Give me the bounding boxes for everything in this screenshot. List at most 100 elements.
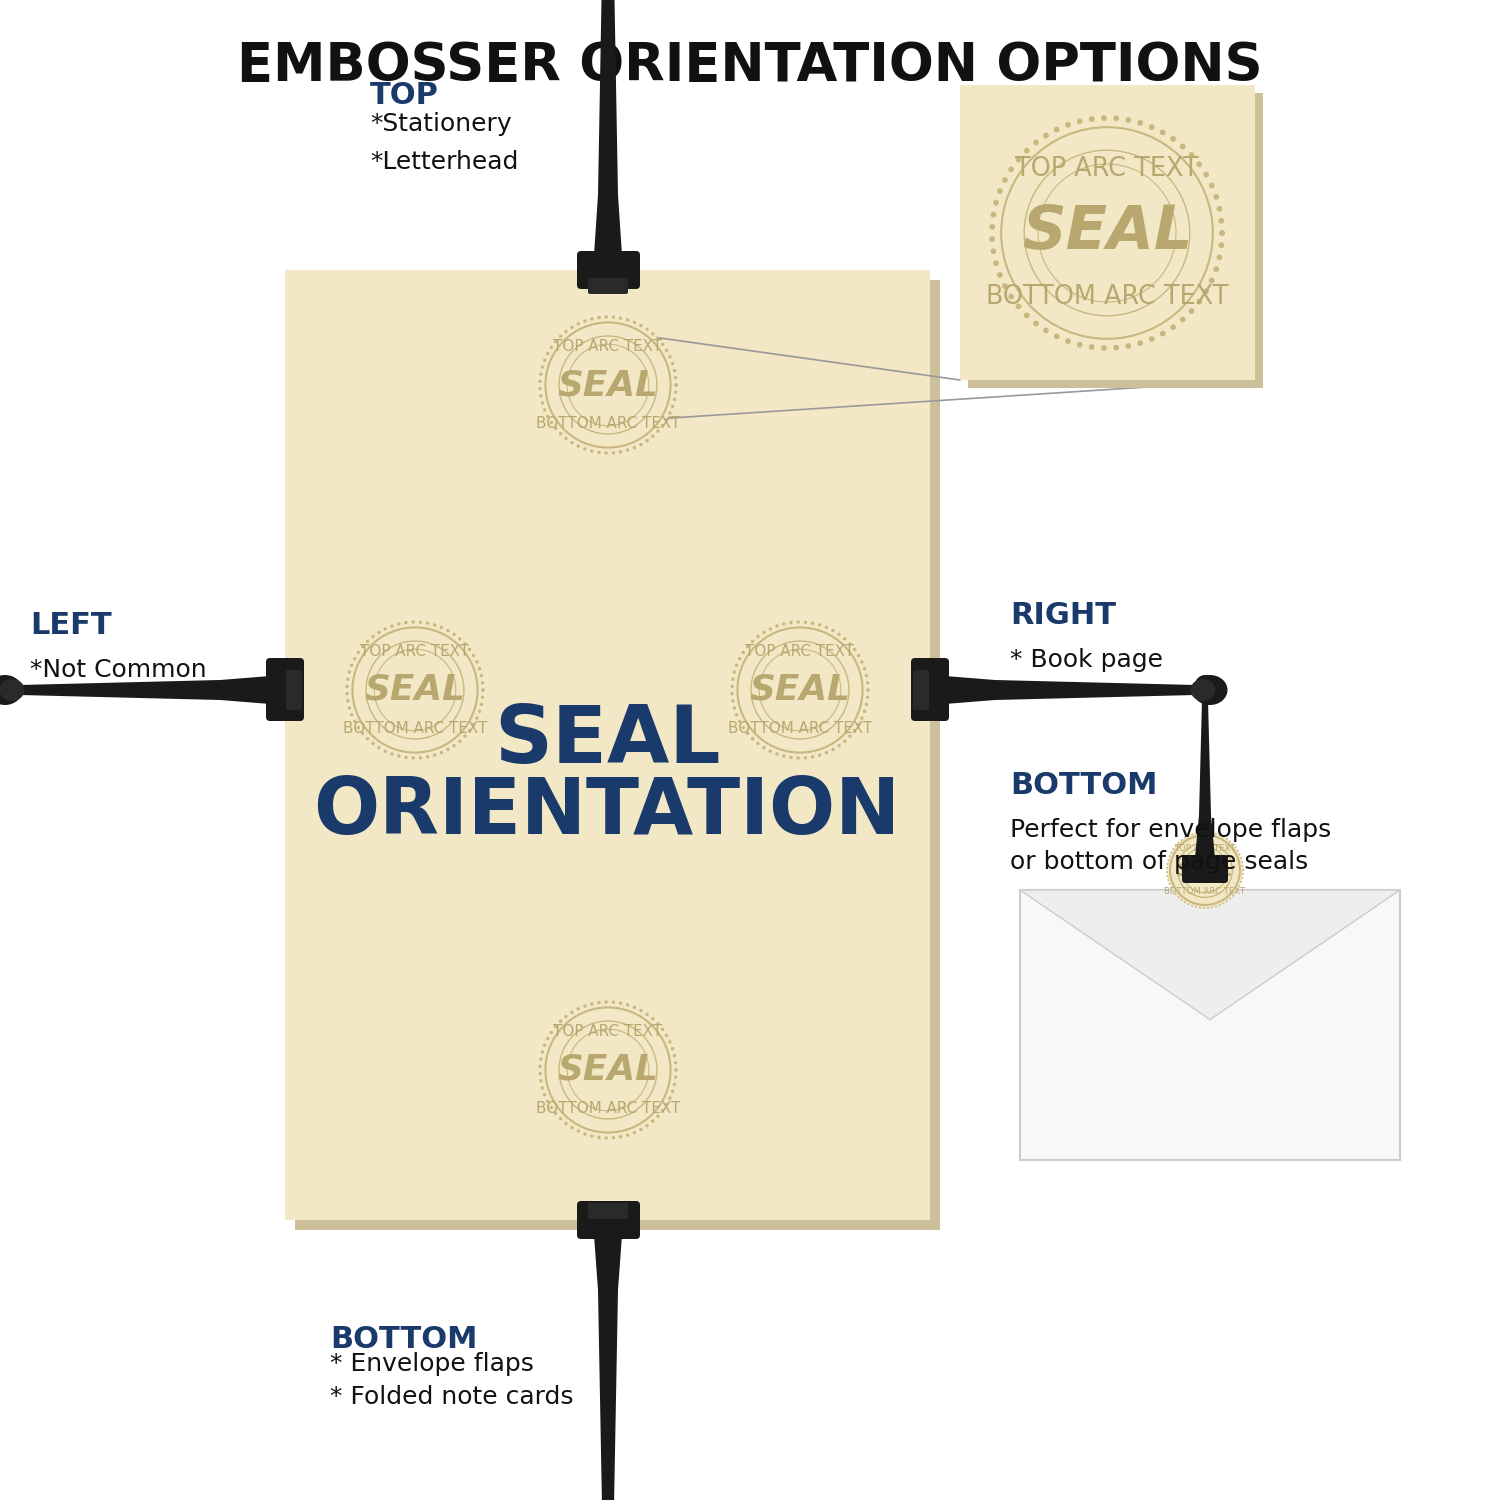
Circle shape: [1170, 324, 1176, 330]
Circle shape: [998, 188, 1004, 194]
Text: SEAL: SEAL: [1022, 204, 1192, 262]
FancyBboxPatch shape: [914, 670, 928, 710]
Circle shape: [639, 324, 642, 327]
Circle shape: [1232, 896, 1234, 897]
Circle shape: [1042, 132, 1048, 138]
Circle shape: [1167, 859, 1170, 861]
Circle shape: [350, 663, 354, 668]
Polygon shape: [994, 680, 1196, 700]
Circle shape: [818, 753, 822, 758]
Circle shape: [1222, 836, 1224, 837]
Text: *Stationery: *Stationery: [370, 112, 512, 136]
Circle shape: [560, 1020, 562, 1023]
Circle shape: [668, 1096, 672, 1100]
FancyBboxPatch shape: [285, 270, 930, 1220]
Circle shape: [1210, 906, 1214, 909]
Circle shape: [1203, 831, 1204, 833]
Circle shape: [1008, 166, 1014, 172]
Circle shape: [645, 1013, 650, 1016]
Circle shape: [1226, 900, 1228, 902]
Circle shape: [812, 621, 814, 626]
Text: TOP ARC TEXT: TOP ARC TEXT: [746, 645, 855, 660]
Circle shape: [1196, 833, 1197, 834]
Text: BOTTOM ARC TEXT: BOTTOM ARC TEXT: [1164, 886, 1245, 896]
Text: RIGHT: RIGHT: [1010, 602, 1116, 630]
Circle shape: [564, 1016, 567, 1019]
Circle shape: [837, 744, 842, 747]
Circle shape: [384, 627, 387, 630]
Text: LEFT: LEFT: [30, 610, 111, 640]
Circle shape: [1167, 879, 1170, 880]
Circle shape: [674, 376, 678, 380]
Circle shape: [1065, 122, 1071, 128]
Circle shape: [482, 681, 484, 684]
Circle shape: [626, 1004, 630, 1007]
Circle shape: [597, 1136, 600, 1138]
Circle shape: [426, 754, 429, 759]
Text: TOP: TOP: [370, 81, 440, 110]
Circle shape: [1222, 903, 1224, 904]
Circle shape: [867, 688, 870, 692]
Circle shape: [372, 742, 375, 746]
Circle shape: [862, 710, 867, 712]
FancyBboxPatch shape: [578, 251, 640, 290]
Text: or bottom of page seals: or bottom of page seals: [1010, 850, 1308, 874]
Circle shape: [1238, 850, 1239, 852]
Circle shape: [746, 732, 750, 735]
Circle shape: [458, 740, 462, 742]
Text: BOTTOM ARC TEXT: BOTTOM ARC TEXT: [536, 1101, 680, 1116]
Circle shape: [1198, 906, 1202, 909]
Circle shape: [540, 400, 544, 405]
Circle shape: [825, 752, 828, 754]
Circle shape: [738, 657, 741, 660]
Polygon shape: [1198, 700, 1210, 814]
Circle shape: [554, 426, 558, 430]
Circle shape: [674, 1054, 676, 1058]
Circle shape: [651, 435, 654, 438]
Circle shape: [1210, 831, 1214, 834]
Circle shape: [664, 1034, 669, 1036]
Circle shape: [546, 352, 549, 356]
Text: TOP ARC TEXT: TOP ARC TEXT: [554, 339, 663, 354]
Circle shape: [741, 651, 746, 654]
Circle shape: [843, 638, 846, 640]
Circle shape: [1209, 183, 1215, 189]
Circle shape: [1168, 884, 1170, 885]
Circle shape: [1188, 903, 1190, 904]
Circle shape: [782, 622, 786, 626]
FancyBboxPatch shape: [588, 1203, 628, 1219]
Circle shape: [651, 1017, 654, 1020]
Circle shape: [735, 663, 738, 668]
Circle shape: [362, 732, 364, 735]
Circle shape: [346, 678, 350, 681]
Circle shape: [1170, 886, 1172, 888]
Circle shape: [570, 441, 573, 444]
Circle shape: [476, 660, 478, 663]
Circle shape: [639, 1128, 642, 1131]
Circle shape: [782, 754, 786, 758]
Circle shape: [1191, 834, 1192, 836]
Circle shape: [405, 756, 408, 759]
Circle shape: [732, 706, 736, 710]
Circle shape: [458, 638, 462, 640]
Circle shape: [1042, 327, 1048, 333]
Circle shape: [564, 436, 567, 439]
Circle shape: [867, 688, 870, 692]
Circle shape: [543, 358, 546, 362]
Circle shape: [796, 621, 800, 624]
Circle shape: [1240, 880, 1242, 884]
Circle shape: [1167, 874, 1168, 878]
Circle shape: [662, 1028, 664, 1030]
Circle shape: [478, 668, 482, 670]
Circle shape: [426, 621, 429, 626]
Circle shape: [1016, 303, 1022, 309]
Circle shape: [366, 639, 369, 644]
Circle shape: [990, 236, 994, 242]
Circle shape: [554, 1024, 558, 1029]
Polygon shape: [220, 676, 270, 703]
Circle shape: [668, 356, 672, 358]
Circle shape: [674, 1083, 676, 1086]
Circle shape: [584, 1132, 586, 1136]
FancyBboxPatch shape: [286, 670, 302, 710]
Text: * Book page: * Book page: [1010, 648, 1162, 672]
